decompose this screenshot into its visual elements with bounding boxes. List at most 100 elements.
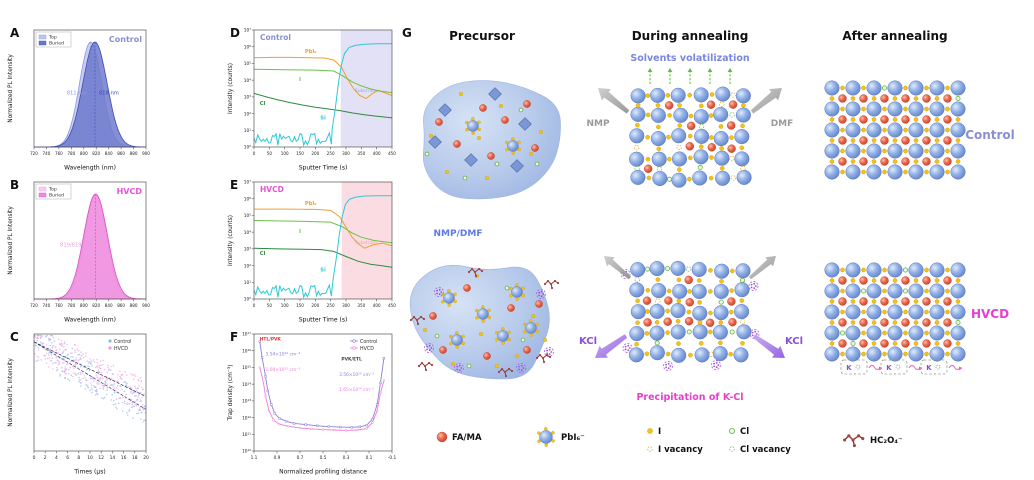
flow-arrow [752,334,785,358]
substrate-label: Substrate [355,240,377,246]
x-tick-label: 400 [373,303,381,308]
nmp-label: NMP [586,119,609,129]
y-axis-label: Trap density (cm⁻³) [227,365,234,422]
x-tick-label: 860 [117,151,125,156]
legend-label: Control [360,339,377,345]
x-tick-label: 8 [77,455,80,461]
oxalate-molecule-icon [497,367,514,378]
y-tick-label: 10⁵ [244,213,251,219]
y-tick-label: 10¹ [244,280,251,286]
k-cl-escape-box [880,359,908,375]
x-tick-label: 760 [55,151,63,156]
y-tick-label: 10¹⁴ [242,382,251,388]
solvents-label: Solvents volatilization [630,53,749,64]
x-tick-label: 880 [130,303,138,308]
oxalate-molecule-icon [543,279,560,290]
x-tick-label: 900 [142,303,150,308]
y-axis-label: Normalized PL Intensity [8,206,14,275]
series-label: Si [320,267,326,273]
k-label: K [886,364,892,372]
column-title: During annealing [632,29,749,43]
kcl-label-left: KCl [579,336,597,347]
x-tick-label: 1.1 [251,455,258,461]
k-cl-cluster [516,363,526,373]
peak-annotation: 818 nm [99,91,119,97]
legend-label: HVCD [360,346,374,352]
x-axis-label: Times (μs) [73,469,105,476]
series-label: PbI₂ [305,201,317,207]
fit-line-hvcd [34,341,146,397]
panel-letter-e: E [230,178,239,192]
x-tick-label: 300 [342,303,350,308]
precursor-film-blob [409,264,550,380]
x-tick-label: 100 [281,151,289,156]
sims-curve-si [253,195,392,299]
panel-letter-a: A [10,26,20,40]
x-tick-label: 10 [87,455,93,461]
panel-b-pl-spectrum-hvcd: 819/819 nm 720 740 760 780 800 820 840 860 880 900… [8,181,150,324]
y-axis-label: Intensity (counts) [228,215,234,266]
x-tick-label: 18 [132,455,138,461]
k-cl-cluster [424,343,434,353]
x-tick-label: 200 [311,151,319,156]
panel-g-mechanism-diagram: Precursor During annealing After annealing… [409,29,1015,455]
x-tick-label: 860 [117,303,125,308]
sims-curve-pbi [254,208,393,249]
x-tick-label: 0.7 [297,455,304,461]
plot-frame [33,333,147,452]
peak-annotation: 819/819 nm [60,243,92,249]
legend-label: Top [48,35,57,41]
k-cl-cluster [622,343,633,353]
x-tick-label: 0 [253,303,256,308]
x-tick-label: 2 [44,455,47,461]
kcl-label-right: KCl [785,336,803,347]
x-tick-label: 6 [66,455,69,461]
x-tick-label: 450 [388,303,396,308]
x-tick-label: 880 [130,151,138,156]
legend-oxalate: HC₂O₄⁻ [870,436,903,446]
substrate-band [341,182,392,299]
oxalate-molecule-icon [409,315,426,326]
panel-letter-b: B [10,178,20,192]
plot-frame [253,29,393,148]
x-tick-label: 740 [43,151,51,156]
k-cl-cluster [454,363,464,373]
x-tick-label: 820 [92,303,100,308]
x-tick-label: 400 [373,151,381,156]
x-tick-label: 12 [98,455,104,461]
flow-arrow [595,334,628,358]
precipitation-label: Precipitation of K-Cl [636,392,743,403]
series-label: I [299,77,301,83]
x-axis-label: Wavelength (nm) [64,165,116,172]
precursor-control-contents [424,87,543,181]
oxalate-molecule-icon [535,353,552,364]
annotation: 3.56×10¹⁵ cm⁻³ [339,372,374,378]
y-axis-label: Normalized PL Intensity [8,358,14,427]
lattice-during-control [629,86,752,188]
x-tick-label: 820 [92,151,100,156]
x-tick-label: 840 [105,151,113,156]
y-tick-label: 10² [244,263,251,269]
y-tick-label: 10¹² [242,415,251,421]
sims-curve-cl [253,92,393,119]
panel-e-sims-hvcd: Substrate PbI₂ I Cl Si 0 50 100 150 200 250 300 350 4… [228,180,396,324]
x-axis-label: Sputter Time (s) [299,317,348,324]
series-label: I [299,229,301,235]
x-tick-label: 780 [67,303,75,308]
plot-frame [33,29,147,148]
y-tick-label: 10² [244,111,251,117]
y-axis-label: Normalized PL Intensity [8,54,14,123]
panel-letter-d: D [230,26,240,40]
legend-label: Buried [49,193,64,199]
x-tick-label: 14 [110,455,116,461]
x-tick-label: 250 [327,303,335,308]
flow-arrow [598,88,630,114]
trap-curve-hvcd [259,367,385,431]
y-tick-label: 10³ [244,247,251,253]
x-tick-label: 720 [30,303,38,308]
x-tick-label: 50 [267,303,273,308]
precursor-film-blob [422,80,561,200]
flow-arrow [604,256,632,280]
series-label: Si [320,115,326,121]
